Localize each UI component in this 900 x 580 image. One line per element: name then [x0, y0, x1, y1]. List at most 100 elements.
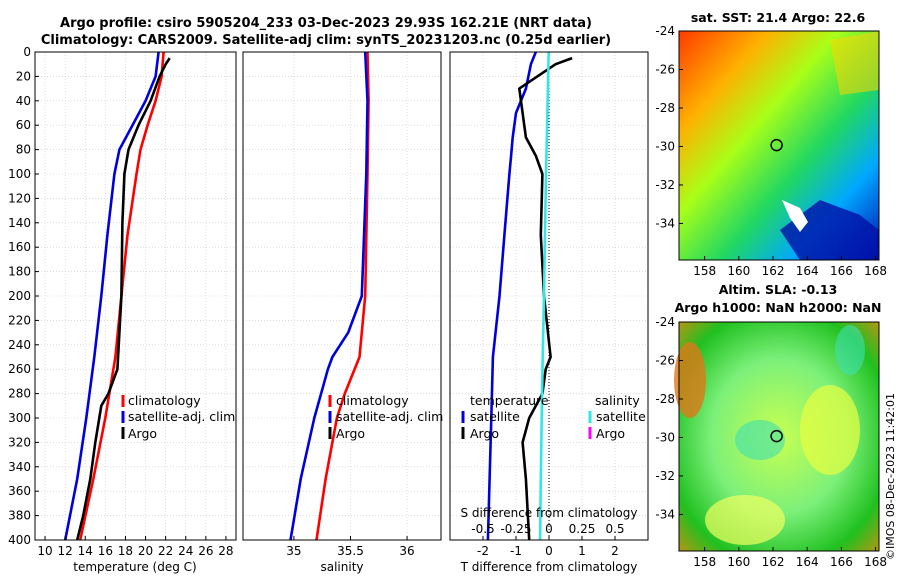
map-x-tick-label: 158 [693, 555, 716, 569]
sst-map-x-ticks: 158 160 162 164 166 168 [693, 256, 887, 278]
series-line-satellite-adj-clim [289, 51, 369, 541]
depth-tick-label: 20 [16, 69, 31, 83]
legend-t-satellite-label: satellite [470, 409, 520, 424]
legend-satellite-label: satellite-adj. clim [336, 409, 443, 424]
x-tick-label: 14 [78, 544, 93, 558]
s-difference-x-ticks: -0.5 -0.25 0 0.25 0.5 [471, 522, 624, 536]
map-y-tick-label: -24 [655, 24, 675, 38]
depth-tick-label: 260 [8, 362, 31, 376]
map-x-tick-label: 164 [796, 264, 819, 278]
salinity-panel: 35 35.5 36 salinity climatology satellite-… [242, 51, 443, 574]
s-diff-tick-label: -0.5 [471, 522, 494, 536]
depth-axis-ticks: 0 20 40 60 80 100 120 140 160 180 200 220 240 260 280 3… [8, 45, 39, 547]
map-x-tick-label: 160 [727, 555, 750, 569]
temperature-xlabel: temperature (deg C) [73, 560, 196, 574]
map-x-tick-label: 168 [864, 264, 887, 278]
x-tick-label: 28 [218, 544, 233, 558]
depth-tick-label: 320 [8, 435, 31, 449]
argo-location-marker [770, 429, 783, 443]
sla-map-y-ticks: -24 -26 -28 -30 -32 -34 [655, 315, 683, 521]
depth-tick-label: 100 [8, 167, 31, 181]
x-tick-label: -1 [510, 544, 522, 558]
legend-climatology-label: climatology [128, 393, 201, 408]
x-tick-label: 1 [578, 544, 586, 558]
salinity-x-ticks: 35 35.5 36 [286, 536, 415, 558]
depth-tick-label: 340 [8, 460, 31, 474]
series-line-climatology [78, 51, 165, 541]
legend-climatology-label: climatology [336, 393, 409, 408]
x-tick-label: 36 [399, 544, 414, 558]
x-tick-label: -2 [477, 544, 489, 558]
x-tick-label: 20 [138, 544, 153, 558]
x-tick-label: 35 [286, 544, 301, 558]
figure-title-line1: Argo profile: csiro 5905204_233 03-Dec-2… [60, 16, 592, 31]
depth-tick-label: 80 [16, 143, 31, 157]
salinity-legend: climatology satellite-adj. clim Argo [328, 393, 443, 441]
argo-location-marker [770, 138, 783, 152]
sst-map-features [780, 31, 879, 260]
sla-map-title-line1: Altim. SLA: -0.13 [719, 282, 838, 297]
s-diff-tick-label: 0.5 [605, 522, 624, 536]
sst-map-y-ticks: -24 -26 -28 -30 -32 -34 [655, 24, 683, 230]
depth-tick-label: 120 [8, 191, 31, 205]
x-tick-label: 2 [611, 544, 619, 558]
sst-map-panel: sat. SST: 21.4 Argo: 22.6 158 160 162 164 16… [655, 10, 887, 278]
map-x-tick-label: 166 [830, 555, 853, 569]
map-y-tick-label: -28 [655, 392, 675, 406]
sla-map-panel: Altim. SLA: -0.13 Argo h1000: NaN h2000:… [655, 282, 887, 569]
legend-argo-label: Argo [336, 426, 365, 441]
salinity-axes-box [242, 51, 442, 541]
depth-tick-label: 160 [8, 240, 31, 254]
x-tick-label: 0 [545, 544, 553, 558]
sla-map-frame [678, 321, 880, 552]
salinity-gridlines [243, 51, 441, 541]
t-difference-xlabel: T difference from climatology [460, 560, 638, 574]
depth-tick-label: 200 [8, 289, 31, 303]
temperature-x-ticks: 10 12 14 16 18 20 22 24 26 28 [37, 536, 234, 558]
x-tick-label: 10 [37, 544, 52, 558]
s-diff-tick-label: -0.25 [500, 522, 531, 536]
s-diff-tick-label: 0.25 [569, 522, 596, 536]
series-line-t-satellite [486, 51, 538, 541]
legend-temperature-title: temperature [470, 393, 549, 408]
sla-cyan-blob [835, 325, 865, 375]
temperature-panel: 0 20 40 60 80 100 120 140 160 180 200 220 240 260 280 3… [8, 45, 237, 574]
difference-legend: temperature satellite Argo salinity sate… [461, 393, 646, 441]
legend-satellite-label: satellite-adj. clim [128, 409, 235, 424]
map-x-tick-label: 158 [693, 264, 716, 278]
depth-tick-label: 180 [8, 265, 31, 279]
map-x-tick-label: 162 [762, 555, 785, 569]
depth-tick-label: 240 [8, 338, 31, 352]
map-x-tick-label: 164 [796, 555, 819, 569]
map-x-tick-label: 168 [864, 555, 887, 569]
depth-tick-label: 220 [8, 313, 31, 327]
sla-map-x-ticks: 158 160 162 164 166 168 [693, 547, 887, 569]
legend-argo-label: Argo [128, 426, 157, 441]
depth-tick-label: 0 [23, 45, 31, 59]
x-tick-label: 16 [98, 544, 113, 558]
series-line-satellite-adj-clim [63, 51, 160, 541]
x-tick-label: 26 [198, 544, 213, 558]
sla-map-title-line2: Argo h1000: NaN h2000: NaN [675, 300, 882, 315]
salinity-xlabel: salinity [320, 560, 363, 574]
legend-s-satellite-label: satellite [596, 409, 646, 424]
salinity-series [289, 51, 370, 541]
sla-yellow-blob [800, 385, 860, 475]
legend-s-argo-label: Argo [596, 426, 625, 441]
map-y-tick-label: -30 [655, 430, 675, 444]
map-x-tick-label: 166 [830, 264, 853, 278]
map-y-tick-label: -34 [655, 507, 675, 521]
legend-salinity-title: salinity [595, 393, 640, 408]
map-y-tick-label: -26 [655, 353, 675, 367]
difference-panel: -2 -1 0 1 2 -0.5 -0.25 0 0.25 0.5 S difference f… [449, 51, 649, 574]
sst-warm-patch [830, 31, 879, 95]
map-y-tick-label: -34 [655, 216, 675, 230]
map-x-tick-label: 162 [762, 264, 785, 278]
depth-tick-label: 380 [8, 509, 31, 523]
map-y-tick-label: -28 [655, 101, 675, 115]
temperature-gridlines [35, 51, 236, 541]
depth-tick-label: 400 [8, 533, 31, 547]
legend-t-argo-label: Argo [470, 426, 499, 441]
depth-tick-label: 40 [16, 94, 31, 108]
depth-tick-label: 300 [8, 411, 31, 425]
